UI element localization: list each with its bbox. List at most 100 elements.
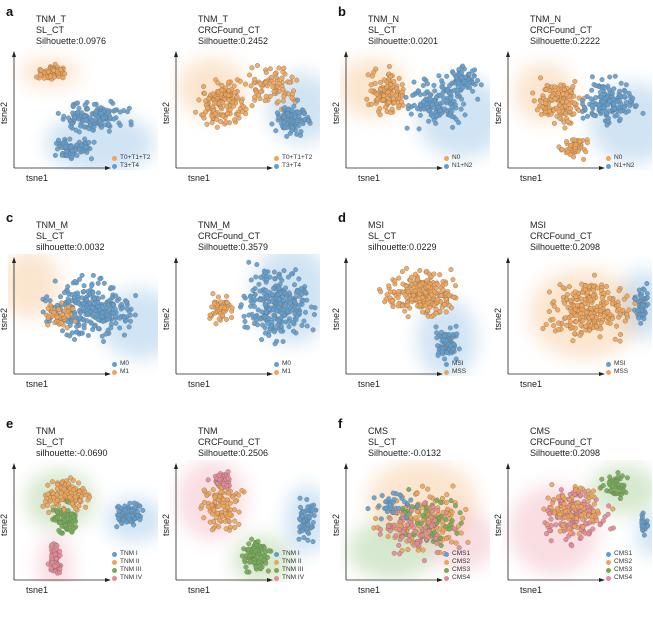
scatter-point [105,302,111,308]
x-axis-arrow [599,166,605,170]
legend-label: CMS4 [614,574,633,581]
legend-item: M1 [112,368,129,376]
scatter-point [215,80,221,86]
scatter-point [478,82,484,88]
scatter-point [289,74,295,80]
scatter-point [301,111,307,117]
legend: M0 M1 [274,360,291,376]
scatter-point [567,319,573,325]
scatter-point [589,493,595,499]
scatter-point [73,506,79,512]
scatter-point [249,65,255,71]
scatter-point [264,277,270,282]
scatter-point [454,331,460,337]
scatter-point [465,539,471,545]
scatter-point [387,528,393,534]
scatter-point [385,534,391,539]
scatter-point [304,323,310,329]
scatter-plot [506,51,652,170]
legend-label: MSI [614,360,626,367]
scatter-point [90,313,96,319]
scatter-point [257,81,263,87]
scatter-point [424,268,430,274]
scatter-point [55,306,61,312]
scatter-point [443,524,449,530]
scatter-point [432,88,438,94]
scatter-point [99,314,105,320]
group-label: a [6,4,14,19]
scatter-point [420,512,426,518]
scatter-point [611,97,617,103]
scatter-point [612,73,618,79]
scatter-point [567,497,573,503]
scatter-point [611,86,617,92]
scatter-point [410,92,416,98]
scatter-point [296,276,302,282]
scatter-point [589,103,595,109]
scatter-point [301,508,307,514]
scatter-plot [506,257,652,376]
scatter-point [440,89,446,95]
scatter-point [579,303,585,309]
scatter-point [447,325,453,331]
scatter-point [375,96,381,102]
scatter-point [431,302,437,308]
scatter-point [443,500,449,505]
scatter-point [82,136,88,142]
scatter-point [437,92,443,98]
scatter-point [246,259,252,265]
legend-label: N0 [614,154,623,161]
scatter-point [264,294,270,300]
panel-title-metric: Silhouette:0.0201 [368,36,439,46]
scatter-point [78,123,83,129]
scatter-point [56,527,62,533]
scatter-point [406,103,411,109]
scatter-point [630,95,636,101]
scatter-point [68,475,73,481]
scatter-point [297,524,303,530]
scatter-point [298,132,303,138]
scatter-point [60,140,66,146]
scatter-point [572,79,578,84]
scatter-point [605,309,611,315]
scatter-point [583,149,589,155]
legend-label: M0 [120,360,130,367]
scatter-point [256,281,262,287]
scatter-point [621,488,627,493]
scatter-point [100,115,106,121]
scatter-point [58,66,64,72]
scatter-point [426,108,432,114]
legend-dot-icon [444,369,449,375]
scatter-point [252,291,258,297]
scatter-point [83,144,89,150]
panel-title-title: TNM [36,426,56,436]
x-axis-label: tsne1 [26,585,49,595]
scatter-point [459,75,465,81]
scatter-point [77,488,83,494]
scatter-point [305,537,311,543]
scatter-point [427,494,433,500]
legend-dot-icon [606,361,611,367]
panel-title-metric: silhouette:-0.0690 [36,448,108,458]
scatter-point [65,284,71,290]
scatter-point [621,296,627,302]
scatter-point [45,322,51,328]
scatter-point [543,100,549,106]
scatter-point [95,303,101,309]
scatter-point [207,312,213,318]
scatter-point [448,498,454,504]
scatter-point [641,532,647,538]
x-axis-arrow [437,372,443,376]
scatter-point [97,276,103,282]
scatter-point [369,73,375,79]
scatter-point [549,482,555,488]
scatter-point [548,516,554,522]
scatter-point [83,117,89,123]
scatter-point [580,516,586,522]
y-axis-label: tsne2 [0,307,9,330]
scatter-point [258,297,264,302]
scatter-point [403,94,409,100]
scatter-point [620,307,626,313]
scatter-point [608,526,614,532]
scatter-point [591,488,596,494]
